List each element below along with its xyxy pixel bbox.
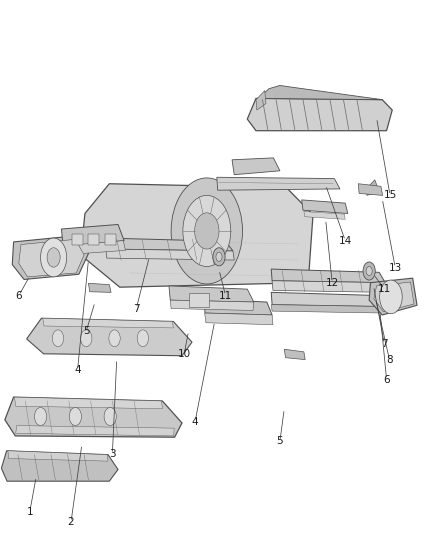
Circle shape: [194, 213, 219, 249]
Text: 8: 8: [386, 356, 393, 365]
Polygon shape: [81, 184, 313, 287]
Text: 14: 14: [339, 236, 352, 246]
Polygon shape: [369, 278, 417, 315]
Polygon shape: [8, 451, 108, 461]
Polygon shape: [271, 305, 385, 313]
Polygon shape: [169, 286, 254, 302]
Polygon shape: [204, 299, 272, 315]
Circle shape: [366, 266, 372, 276]
Polygon shape: [14, 397, 162, 409]
Polygon shape: [62, 240, 125, 255]
Text: 11: 11: [378, 284, 391, 294]
Text: 5: 5: [277, 436, 283, 446]
Text: 5: 5: [83, 326, 89, 336]
Polygon shape: [258, 85, 382, 100]
Circle shape: [52, 330, 64, 346]
Polygon shape: [105, 238, 233, 251]
Circle shape: [213, 248, 225, 266]
Polygon shape: [304, 212, 345, 219]
Polygon shape: [12, 236, 88, 279]
Polygon shape: [88, 284, 111, 293]
Circle shape: [171, 178, 243, 284]
Text: 6: 6: [383, 375, 390, 385]
Text: 13: 13: [389, 263, 402, 273]
Text: 15: 15: [383, 190, 397, 200]
Bar: [72, 234, 83, 245]
Text: 6: 6: [15, 290, 22, 301]
Polygon shape: [284, 349, 305, 360]
Text: 12: 12: [325, 278, 339, 288]
Circle shape: [69, 407, 81, 425]
Polygon shape: [170, 300, 254, 310]
Circle shape: [109, 330, 120, 346]
Polygon shape: [205, 313, 273, 325]
Circle shape: [363, 262, 375, 280]
Circle shape: [35, 407, 47, 425]
Text: 11: 11: [219, 290, 232, 301]
Text: 3: 3: [109, 449, 116, 459]
Polygon shape: [16, 425, 174, 436]
Polygon shape: [106, 249, 234, 260]
Polygon shape: [217, 177, 340, 190]
Polygon shape: [232, 158, 280, 175]
Polygon shape: [358, 184, 383, 196]
Text: 4: 4: [192, 417, 198, 427]
Text: 7: 7: [381, 339, 388, 349]
Polygon shape: [61, 224, 124, 247]
Text: 2: 2: [68, 517, 74, 527]
Bar: [188, 293, 209, 307]
Polygon shape: [247, 99, 392, 131]
Text: 7: 7: [133, 303, 140, 313]
Circle shape: [104, 407, 116, 425]
Circle shape: [183, 196, 231, 266]
Circle shape: [41, 238, 67, 277]
Bar: [105, 234, 116, 245]
Polygon shape: [271, 293, 385, 306]
Bar: [88, 234, 99, 245]
Circle shape: [137, 330, 148, 346]
Polygon shape: [272, 281, 387, 293]
Polygon shape: [302, 200, 348, 214]
Circle shape: [216, 252, 222, 261]
Polygon shape: [19, 239, 84, 277]
Text: 4: 4: [74, 365, 81, 375]
Polygon shape: [27, 318, 192, 356]
Circle shape: [47, 248, 60, 267]
Polygon shape: [271, 269, 385, 282]
Polygon shape: [374, 282, 414, 312]
Polygon shape: [366, 180, 379, 196]
Polygon shape: [256, 91, 266, 110]
Polygon shape: [1, 451, 118, 481]
Polygon shape: [5, 397, 182, 437]
Text: 10: 10: [178, 349, 191, 359]
Polygon shape: [43, 318, 173, 328]
Text: 1: 1: [26, 507, 33, 517]
Circle shape: [81, 330, 92, 346]
Circle shape: [380, 280, 402, 314]
